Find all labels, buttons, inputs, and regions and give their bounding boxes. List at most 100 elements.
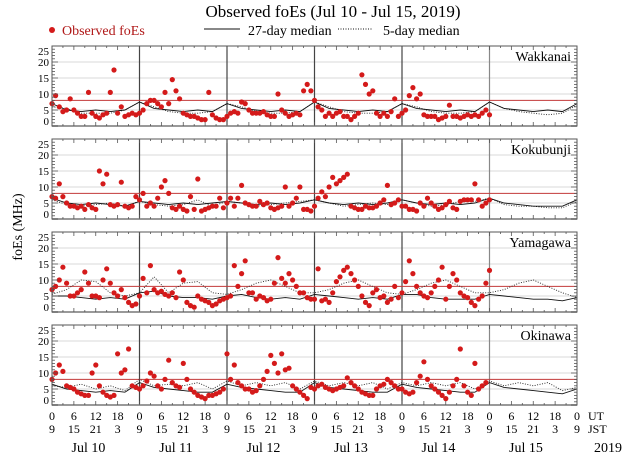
observed-point (370, 290, 376, 296)
observed-point (151, 373, 157, 379)
observed-point (180, 277, 186, 283)
day-label: Jul 10 (72, 441, 106, 456)
y-tick-label: 10 (38, 89, 50, 101)
observed-point (85, 89, 92, 95)
observed-point (184, 299, 190, 305)
observed-point (476, 386, 482, 392)
observed-point (220, 205, 226, 211)
observed-point (115, 110, 121, 116)
observed-point (155, 101, 161, 107)
observed-point (64, 280, 70, 286)
observed-point (133, 301, 139, 307)
observed-point (476, 197, 482, 203)
x-tick-label-ut: 18 (199, 409, 211, 423)
observed-point (406, 258, 412, 264)
y-tick-label: 25 (38, 232, 50, 244)
observed-point (155, 383, 161, 389)
x-tick-label-ut: 0 (224, 409, 230, 423)
observed-point (275, 255, 281, 261)
observed-point (286, 365, 292, 371)
observed-point (450, 113, 456, 119)
y-tick-label: 5 (44, 384, 50, 396)
station-label-wakkanai: Wakkanai (515, 50, 571, 65)
observed-point (242, 386, 248, 392)
x-tick-label-jst: 9 (399, 422, 405, 436)
x-tick-label-jst: 9 (224, 422, 230, 436)
observed-point (483, 280, 489, 286)
x-tick-label-jst: 15 (68, 422, 80, 436)
observed-point (224, 113, 230, 119)
observed-point (228, 195, 234, 201)
day-label: Jul 11 (159, 441, 192, 456)
observed-point (253, 296, 259, 302)
observed-point (246, 290, 252, 296)
year-label: 2019 (594, 441, 622, 456)
observed-point (428, 113, 434, 119)
legend-27day-label: 27-day median (248, 24, 332, 39)
observed-point (392, 283, 398, 289)
x-tick-label-ut: 0 (137, 409, 143, 423)
observed-point (82, 392, 88, 398)
observed-point (388, 296, 394, 302)
observed-point (476, 113, 482, 119)
x-tick-label-jst: 21 (527, 422, 539, 436)
observed-point (56, 362, 62, 368)
observed-point (315, 266, 321, 272)
observed-point (71, 386, 77, 392)
observed-point (399, 386, 405, 392)
observed-point (348, 117, 354, 123)
observed-point (115, 351, 121, 357)
observed-point (366, 303, 372, 309)
observed-point (162, 376, 168, 382)
observed-point (279, 275, 285, 281)
observed-point (118, 179, 124, 185)
observed-point (82, 269, 88, 275)
observed-point (468, 197, 474, 203)
observed-point (96, 115, 102, 121)
observed-point (242, 101, 248, 107)
median-27day-line (52, 290, 578, 302)
observed-point (217, 389, 223, 395)
observed-point (140, 383, 146, 389)
observed-point (446, 389, 452, 395)
x-tick-label-jst: 3 (202, 422, 208, 436)
observed-point (231, 203, 237, 209)
observed-point (432, 283, 438, 289)
observed-point (355, 206, 361, 212)
x-tick-label-ut: 12 (527, 409, 539, 423)
observed-point (220, 386, 226, 392)
observed-point (421, 359, 427, 365)
observed-point (271, 113, 277, 119)
observed-point (253, 110, 259, 116)
x-tick-label-ut: 18 (549, 409, 561, 423)
observed-point (286, 271, 292, 277)
y-tick-label: 20 (38, 243, 50, 255)
observed-point (476, 296, 482, 302)
observed-point (268, 352, 274, 358)
observed-point (209, 203, 215, 209)
observed-point (147, 200, 153, 206)
observed-point (169, 380, 175, 386)
observed-point (330, 290, 336, 296)
observed-point (195, 176, 201, 182)
observed-point (239, 383, 245, 389)
observed-point (341, 383, 347, 389)
observed-point (78, 113, 84, 119)
observed-point (202, 117, 208, 123)
observed-point (71, 293, 77, 299)
observed-point (282, 184, 288, 190)
observed-point (282, 110, 288, 116)
observed-point (311, 296, 318, 302)
observed-point (158, 386, 164, 392)
x-axis: 0961512211830961512211830961512211830961… (49, 409, 622, 456)
observed-point (100, 389, 106, 395)
observed-point (191, 304, 197, 310)
observed-point (136, 386, 143, 392)
observed-point (158, 184, 164, 190)
observed-point (381, 381, 387, 387)
observed-point (224, 200, 230, 206)
y-tick-label: 15 (38, 73, 50, 85)
observed-point (414, 208, 420, 214)
legend-5day-label: 5-day median (383, 24, 460, 39)
